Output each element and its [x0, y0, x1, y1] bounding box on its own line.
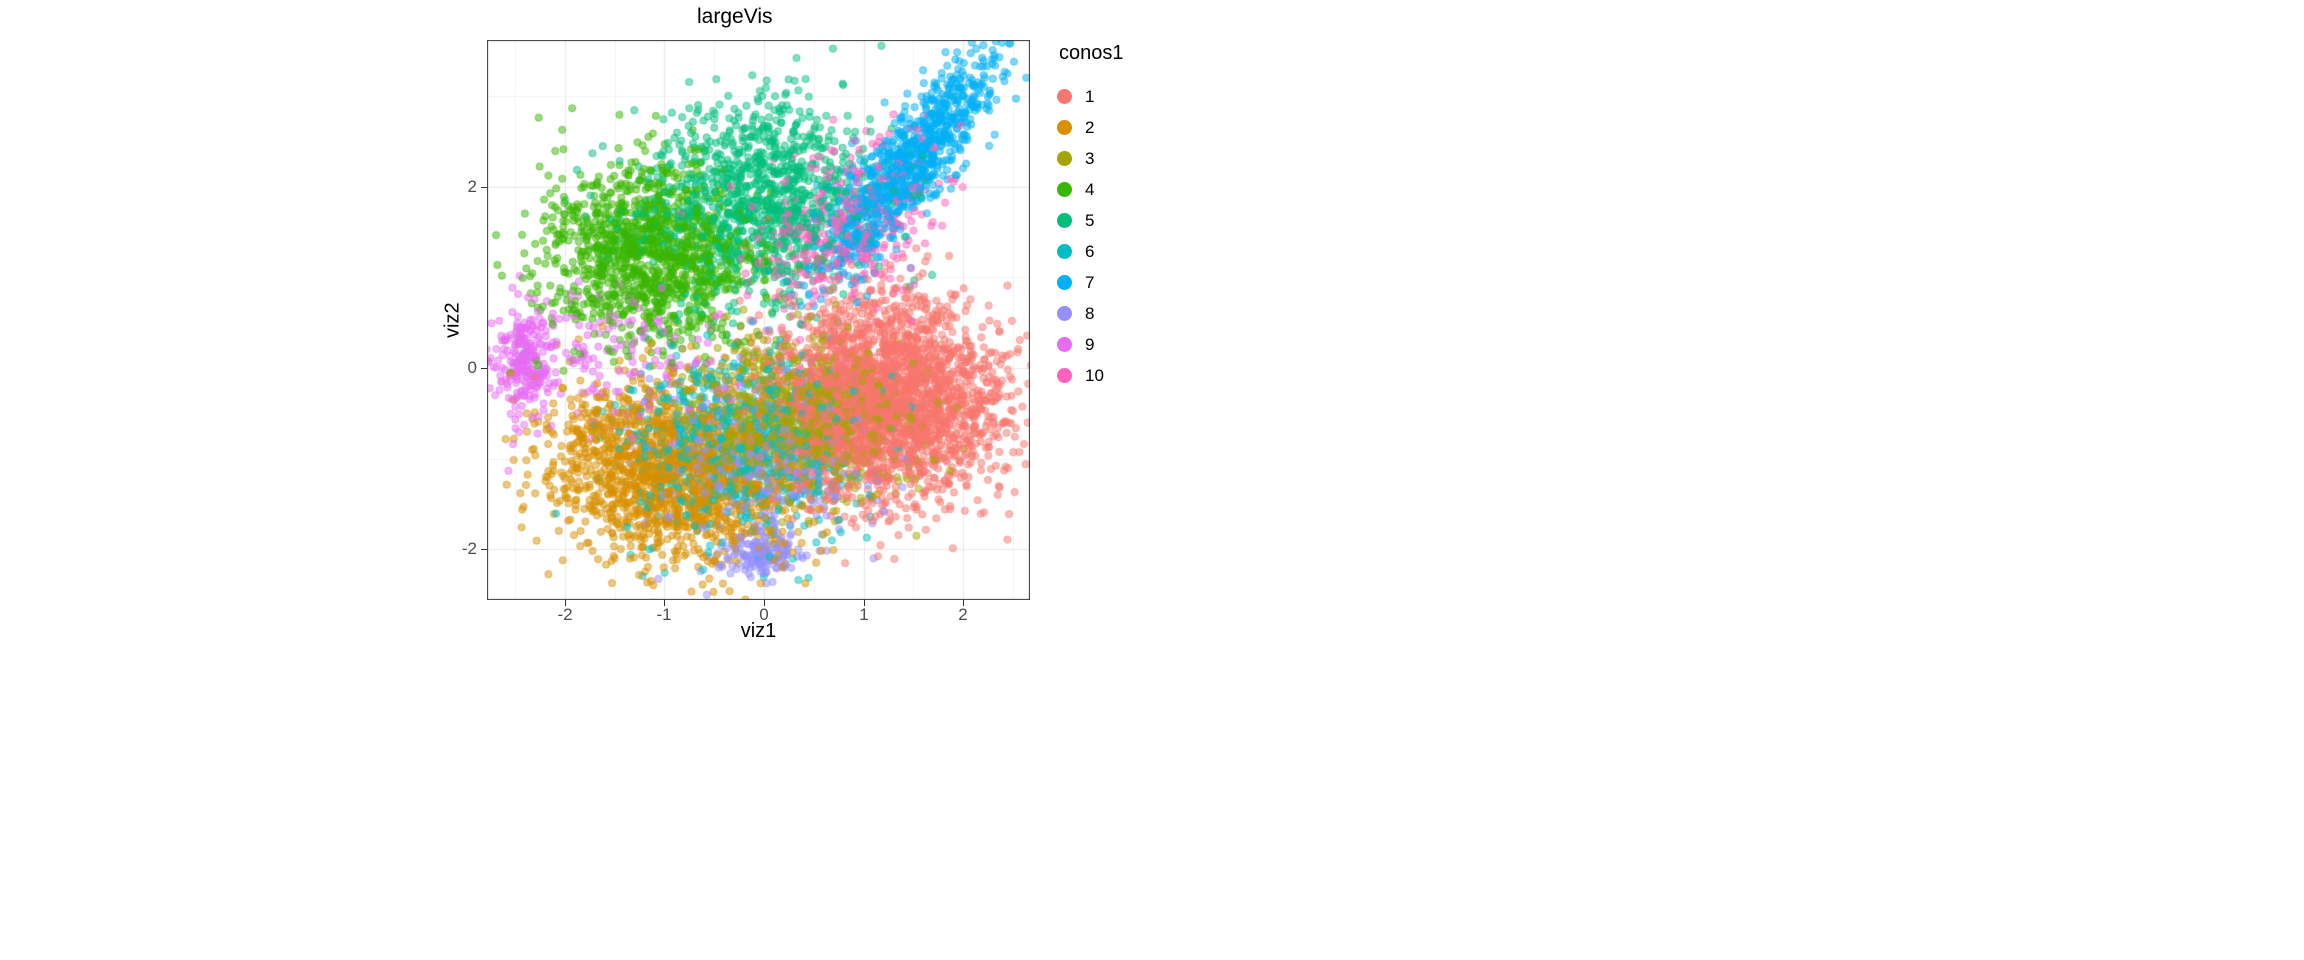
- plot-title: largeVis: [697, 5, 773, 28]
- legend-item: 1: [1057, 81, 1124, 112]
- x-tick-mark: [864, 600, 865, 606]
- legend-item: 9: [1057, 329, 1124, 360]
- legend-item-label: 9: [1085, 334, 1095, 354]
- legend-item-label: 4: [1085, 179, 1095, 199]
- legend-item: 3: [1057, 143, 1124, 174]
- legend-item-label: 6: [1085, 241, 1095, 261]
- scatter-canvas: [487, 40, 1030, 600]
- x-tick-mark: [963, 600, 964, 606]
- legend-swatch-icon: [1057, 306, 1072, 321]
- legend-item-label: 2: [1085, 117, 1095, 137]
- y-axis-title: viz2: [441, 302, 464, 338]
- legend-swatch-icon: [1057, 120, 1072, 135]
- y-tick-mark: [481, 368, 487, 369]
- x-axis-title: viz1: [740, 620, 777, 642]
- x-tick-label: -2: [557, 605, 573, 624]
- x-tick-mark: [764, 600, 765, 606]
- legend-item: 10: [1057, 360, 1124, 391]
- legend-item-label: 10: [1085, 365, 1104, 385]
- x-tick-label: 0: [759, 605, 769, 624]
- x-tick-label: -1: [656, 605, 672, 624]
- legend-item-label: 7: [1085, 272, 1095, 292]
- legend-item-label: 3: [1085, 148, 1095, 168]
- legend-title: conos1: [1059, 42, 1124, 64]
- y-tick-label: 2: [467, 177, 477, 196]
- legend-swatch-icon: [1057, 337, 1072, 352]
- y-tick-mark: [481, 187, 487, 188]
- x-tick-mark: [664, 600, 665, 606]
- legend-swatch-icon: [1057, 275, 1072, 290]
- legend-item-label: 8: [1085, 303, 1095, 323]
- legend-swatch-icon: [1057, 151, 1072, 166]
- legend: conos1 1 2 3 4 5 6 7 8 9 10: [1057, 42, 1124, 391]
- x-tick-label: 1: [859, 605, 869, 624]
- legend-item: 2: [1057, 112, 1124, 143]
- legend-item-label: 1: [1085, 86, 1095, 106]
- legend-swatch-icon: [1057, 213, 1072, 228]
- legend-item: 8: [1057, 298, 1124, 329]
- x-tick-mark: [565, 600, 566, 606]
- legend-item-label: 5: [1085, 210, 1095, 230]
- legend-swatch-icon: [1057, 182, 1072, 197]
- legend-items: 1 2 3 4 5 6 7 8 9 10: [1057, 81, 1124, 391]
- legend-swatch-icon: [1057, 368, 1072, 383]
- legend-item: 7: [1057, 267, 1124, 298]
- legend-item: 4: [1057, 174, 1124, 205]
- y-tick-label: -2: [461, 539, 477, 558]
- legend-item: 5: [1057, 205, 1124, 236]
- y-tick-label: 0: [467, 358, 477, 377]
- legend-swatch-icon: [1057, 89, 1072, 104]
- y-tick-mark: [481, 549, 487, 550]
- x-tick-label: 2: [958, 605, 968, 624]
- legend-swatch-icon: [1057, 244, 1072, 259]
- legend-item: 6: [1057, 236, 1124, 267]
